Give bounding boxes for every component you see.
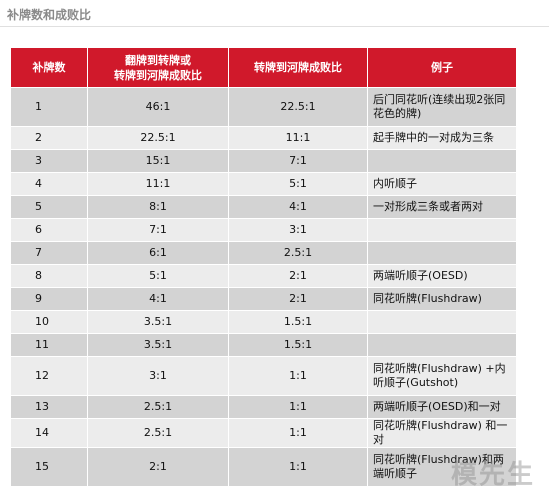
cell-example: 两端听顺子(OESD)和一对 <box>367 395 517 419</box>
header-example: 例子 <box>367 47 517 88</box>
cell-flop-odds: 11:1 <box>87 172 229 196</box>
table-row: 6 7:1 3:1 <box>10 218 517 242</box>
cell-turn-odds: 2.5:1 <box>228 241 368 265</box>
header-flop-odds: 翻牌到转牌或 转牌到河牌成败比 <box>87 47 229 88</box>
cell-turn-odds: 1:1 <box>228 447 368 487</box>
cell-outs: 6 <box>10 218 88 242</box>
cell-example: 同花听牌(Flushdraw) <box>367 287 517 311</box>
cell-outs: 2 <box>10 126 88 150</box>
cell-outs: 1 <box>10 87 88 127</box>
cell-flop-odds: 3.5:1 <box>87 310 229 334</box>
cell-turn-odds: 4:1 <box>228 195 368 219</box>
title-divider <box>0 26 549 27</box>
cell-turn-odds: 22.5:1 <box>228 87 368 127</box>
table-row: 9 4:1 2:1 同花听牌(Flushdraw) <box>10 287 517 311</box>
cell-example: 同花听牌(Flushdraw)和两端听顺子 <box>367 447 517 487</box>
cell-turn-odds: 2:1 <box>228 264 368 288</box>
odds-table: 补牌数 翻牌到转牌或 转牌到河牌成败比 转牌到河牌成败比 例子 1 46:1 22.… <box>10 47 517 487</box>
cell-turn-odds: 7:1 <box>228 149 368 173</box>
table-row: 12 3:1 1:1 同花听牌(Flushdraw) +内听顺子(Gutshot) <box>10 356 517 396</box>
cell-flop-odds: 2.5:1 <box>87 418 229 448</box>
table-row: 8 5:1 2:1 两端听顺子(OESD) <box>10 264 517 288</box>
cell-outs: 5 <box>10 195 88 219</box>
cell-flop-odds: 8:1 <box>87 195 229 219</box>
cell-outs: 15 <box>10 447 88 487</box>
cell-turn-odds: 3:1 <box>228 218 368 242</box>
cell-example <box>367 241 517 265</box>
cell-turn-odds: 11:1 <box>228 126 368 150</box>
cell-outs: 7 <box>10 241 88 265</box>
cell-flop-odds: 15:1 <box>87 149 229 173</box>
cell-turn-odds: 1:1 <box>228 418 368 448</box>
cell-example: 两端听顺子(OESD) <box>367 264 517 288</box>
cell-outs: 9 <box>10 287 88 311</box>
cell-flop-odds: 5:1 <box>87 264 229 288</box>
cell-outs: 14 <box>10 418 88 448</box>
table-row: 2 22.5:1 11:1 起手牌中的一对成为三条 <box>10 126 517 150</box>
cell-outs: 11 <box>10 333 88 357</box>
cell-flop-odds: 4:1 <box>87 287 229 311</box>
cell-flop-odds: 2:1 <box>87 447 229 487</box>
cell-example <box>367 218 517 242</box>
cell-flop-odds: 3:1 <box>87 356 229 396</box>
cell-outs: 13 <box>10 395 88 419</box>
table-row: 10 3.5:1 1.5:1 <box>10 310 517 334</box>
cell-example: 起手牌中的一对成为三条 <box>367 126 517 150</box>
cell-flop-odds: 6:1 <box>87 241 229 265</box>
watermark-logo: 模先生 <box>450 460 535 490</box>
cell-example: 内听顺子 <box>367 172 517 196</box>
cell-example <box>367 333 517 357</box>
cell-example: 同花听牌(Flushdraw) 和一对 <box>367 418 517 448</box>
cell-example: 同花听牌(Flushdraw) +内听顺子(Gutshot) <box>367 356 517 396</box>
cell-flop-odds: 22.5:1 <box>87 126 229 150</box>
table-row: 4 11:1 5:1 内听顺子 <box>10 172 517 196</box>
cell-example: 后门同花听(连续出现2张同花色的牌) <box>367 87 517 127</box>
table-row: 13 2.5:1 1:1 两端听顺子(OESD)和一对 <box>10 395 517 419</box>
cell-turn-odds: 5:1 <box>228 172 368 196</box>
cell-outs: 4 <box>10 172 88 196</box>
cell-turn-odds: 1:1 <box>228 395 368 419</box>
cell-flop-odds: 2.5:1 <box>87 395 229 419</box>
cell-turn-odds: 2:1 <box>228 287 368 311</box>
cell-turn-odds: 1.5:1 <box>228 310 368 334</box>
cell-outs: 10 <box>10 310 88 334</box>
cell-turn-odds: 1:1 <box>228 356 368 396</box>
cell-flop-odds: 3.5:1 <box>87 333 229 357</box>
page-title: 补牌数和成败比 <box>7 8 92 22</box>
header-turn-odds: 转牌到河牌成败比 <box>228 47 368 88</box>
cell-flop-odds: 46:1 <box>87 87 229 127</box>
table-row: 15 2:1 1:1 同花听牌(Flushdraw)和两端听顺子 <box>10 447 517 487</box>
cell-outs: 12 <box>10 356 88 396</box>
cell-example <box>367 149 517 173</box>
cell-flop-odds: 7:1 <box>87 218 229 242</box>
cell-example <box>367 310 517 334</box>
cell-example: 一对形成三条或者两对 <box>367 195 517 219</box>
table-row: 3 15:1 7:1 <box>10 149 517 173</box>
table-row: 7 6:1 2.5:1 <box>10 241 517 265</box>
cell-outs: 8 <box>10 264 88 288</box>
cell-turn-odds: 1.5:1 <box>228 333 368 357</box>
cell-outs: 3 <box>10 149 88 173</box>
header-outs: 补牌数 <box>10 47 88 88</box>
table-header-row: 补牌数 翻牌到转牌或 转牌到河牌成败比 转牌到河牌成败比 例子 <box>10 47 517 88</box>
table-row: 1 46:1 22.5:1 后门同花听(连续出现2张同花色的牌) <box>10 87 517 127</box>
table-row: 11 3.5:1 1.5:1 <box>10 333 517 357</box>
table-row: 14 2.5:1 1:1 同花听牌(Flushdraw) 和一对 <box>10 418 517 448</box>
table-row: 5 8:1 4:1 一对形成三条或者两对 <box>10 195 517 219</box>
